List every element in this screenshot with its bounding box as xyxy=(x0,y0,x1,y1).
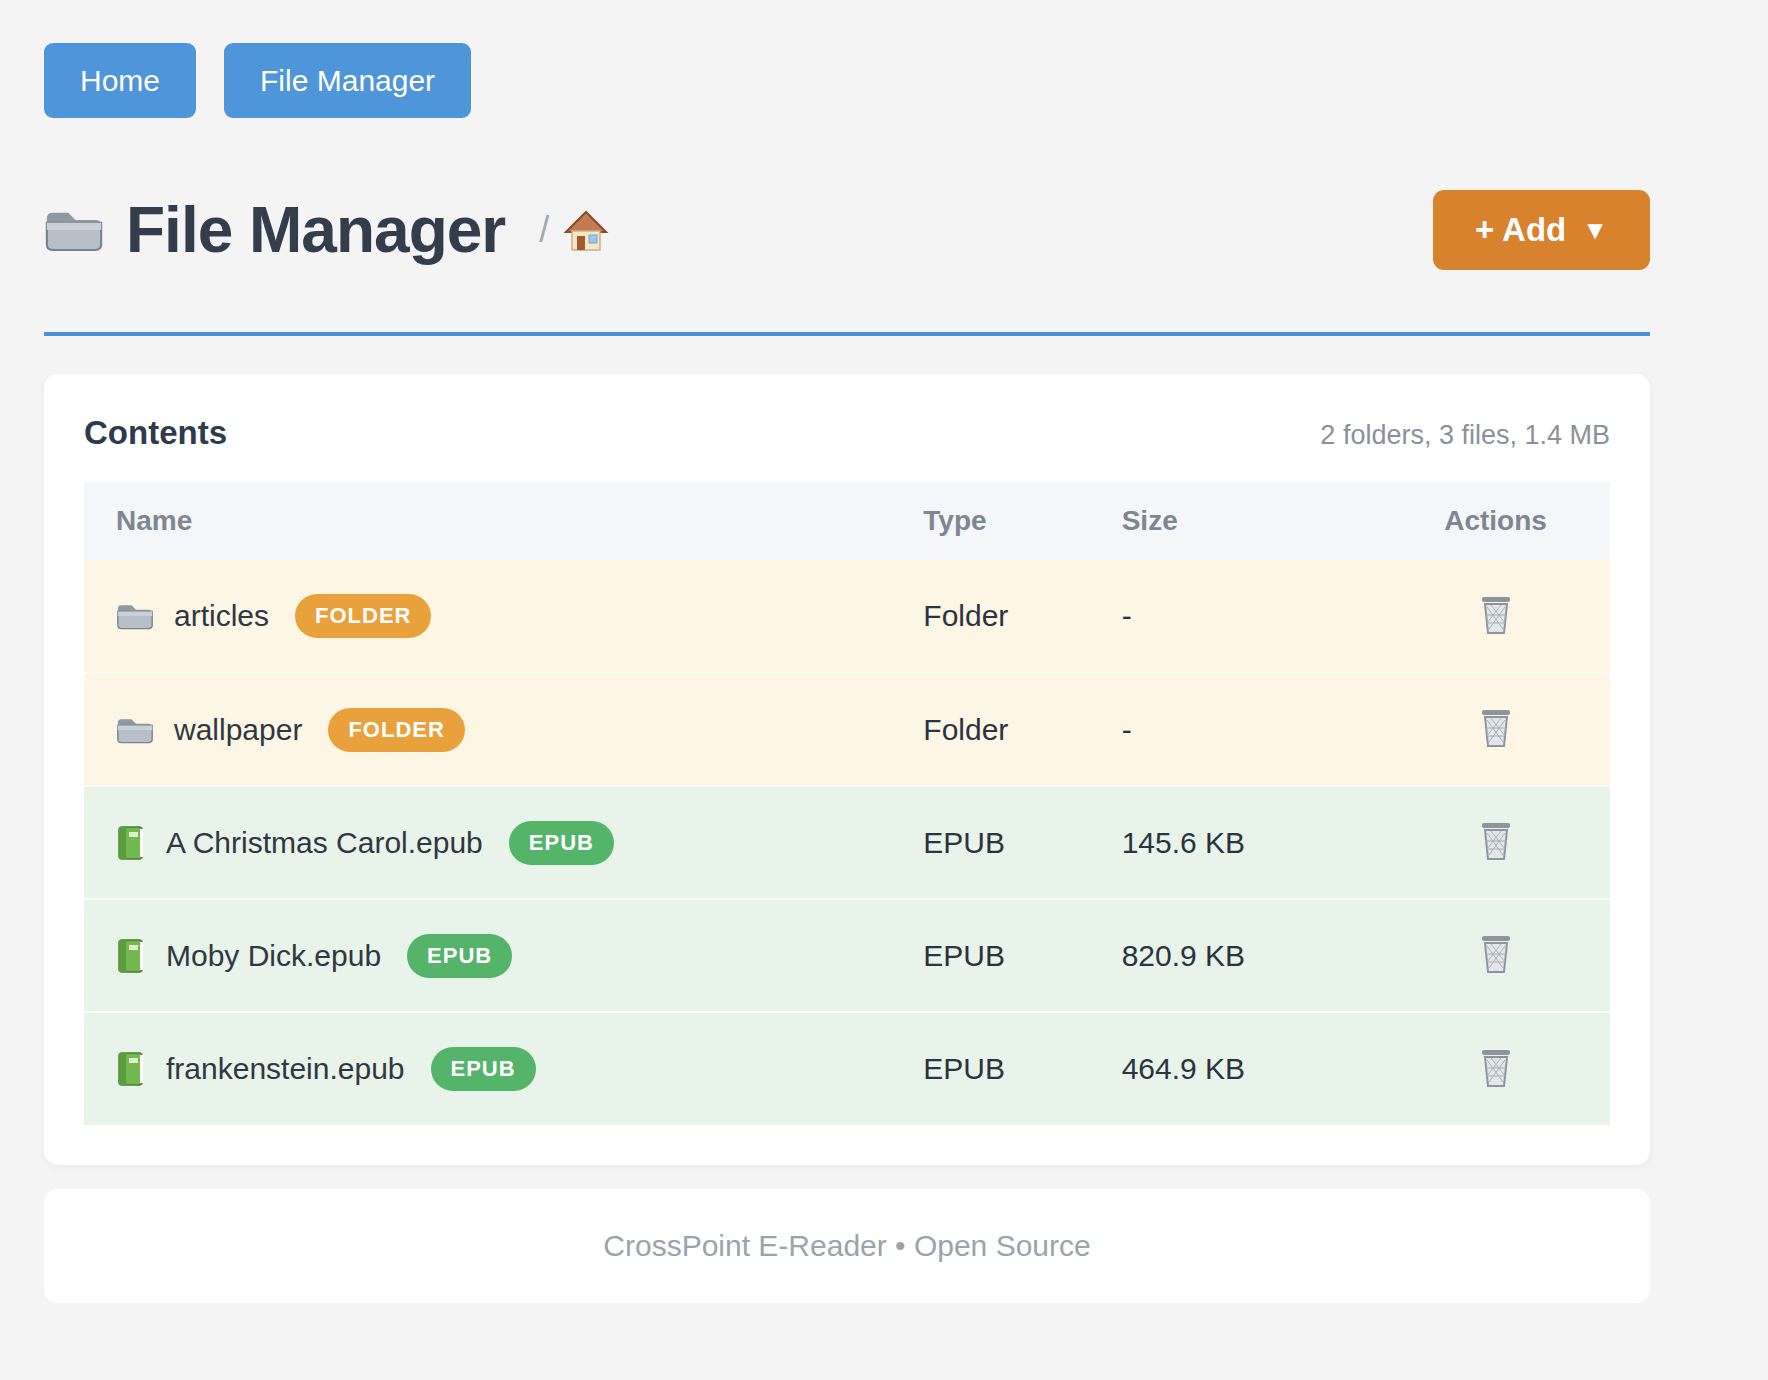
item-name[interactable]: wallpaper xyxy=(174,713,302,747)
item-name[interactable]: Moby Dick.epub xyxy=(166,939,381,973)
trash-icon xyxy=(1478,934,1514,974)
table-row: articles FOLDER Folder - xyxy=(84,560,1610,673)
trash-icon xyxy=(1478,821,1514,861)
item-size: - xyxy=(1122,673,1381,786)
item-name[interactable]: frankenstein.epub xyxy=(166,1052,405,1086)
breadcrumb-separator: / xyxy=(539,209,549,251)
column-header-actions: Actions xyxy=(1381,482,1610,560)
footer-text: CrossPoint E-Reader • Open Source xyxy=(603,1229,1090,1263)
folder-badge: FOLDER xyxy=(295,594,431,638)
folder-icon xyxy=(44,205,104,255)
table-row: wallpaper FOLDER Folder - xyxy=(84,673,1610,786)
item-type: EPUB xyxy=(923,1012,1121,1125)
contents-summary: 2 folders, 3 files, 1.4 MB xyxy=(1320,420,1610,451)
title-divider xyxy=(44,332,1650,336)
item-name[interactable]: articles xyxy=(174,599,269,633)
item-size: 464.9 KB xyxy=(1122,1012,1381,1125)
green-book-icon xyxy=(116,1051,146,1087)
item-size: 145.6 KB xyxy=(1122,786,1381,899)
column-header-type: Type xyxy=(923,482,1121,560)
table-row: frankenstein.epub EPUB EPUB 464.9 KB xyxy=(84,1012,1610,1125)
folder-icon xyxy=(116,714,154,746)
epub-badge: EPUB xyxy=(509,821,614,865)
item-size: 820.9 KB xyxy=(1122,899,1381,1012)
table-row: Moby Dick.epub EPUB EPUB 820.9 KB xyxy=(84,899,1610,1012)
contents-card-header: Contents 2 folders, 3 files, 1.4 MB xyxy=(84,414,1610,452)
contents-title: Contents xyxy=(84,414,227,452)
table-header-row: Name Type Size Actions xyxy=(84,482,1610,560)
footer: CrossPoint E-Reader • Open Source xyxy=(44,1189,1650,1303)
item-name[interactable]: A Christmas Carol.epub xyxy=(166,826,483,860)
delete-button[interactable] xyxy=(1474,817,1518,868)
epub-badge: EPUB xyxy=(407,934,512,978)
file-manager-page: Home File Manager File Manager / + Add ▼… xyxy=(44,0,1650,1303)
delete-button[interactable] xyxy=(1474,1044,1518,1095)
item-type: EPUB xyxy=(923,899,1121,1012)
folder-icon xyxy=(116,600,154,632)
item-type: EPUB xyxy=(923,786,1121,899)
add-button[interactable]: + Add ▼ xyxy=(1433,190,1650,270)
contents-card: Contents 2 folders, 3 files, 1.4 MB Name… xyxy=(44,374,1650,1165)
file-table: Name Type Size Actions articles FOLDER xyxy=(84,482,1610,1125)
house-icon[interactable] xyxy=(563,208,609,252)
item-type: Folder xyxy=(923,673,1121,786)
top-nav: Home File Manager xyxy=(44,43,1650,118)
page-title: File Manager xyxy=(126,193,505,267)
chevron-down-icon: ▼ xyxy=(1582,215,1608,246)
delete-button[interactable] xyxy=(1474,930,1518,981)
epub-badge: EPUB xyxy=(431,1047,536,1091)
nav-file-manager-button[interactable]: File Manager xyxy=(224,43,471,118)
breadcrumb: / xyxy=(539,208,609,252)
item-type: Folder xyxy=(923,560,1121,673)
folder-badge: FOLDER xyxy=(328,708,464,752)
add-button-label: + Add xyxy=(1475,211,1566,249)
column-header-size: Size xyxy=(1122,482,1381,560)
delete-button[interactable] xyxy=(1474,704,1518,755)
column-header-name: Name xyxy=(84,482,923,560)
table-row: A Christmas Carol.epub EPUB EPUB 145.6 K… xyxy=(84,786,1610,899)
trash-icon xyxy=(1478,708,1514,748)
page-header: File Manager / + Add ▼ xyxy=(44,184,1650,276)
delete-button[interactable] xyxy=(1474,591,1518,642)
item-size: - xyxy=(1122,560,1381,673)
trash-icon xyxy=(1478,595,1514,635)
green-book-icon xyxy=(116,825,146,861)
green-book-icon xyxy=(116,938,146,974)
trash-icon xyxy=(1478,1048,1514,1088)
nav-home-button[interactable]: Home xyxy=(44,43,196,118)
